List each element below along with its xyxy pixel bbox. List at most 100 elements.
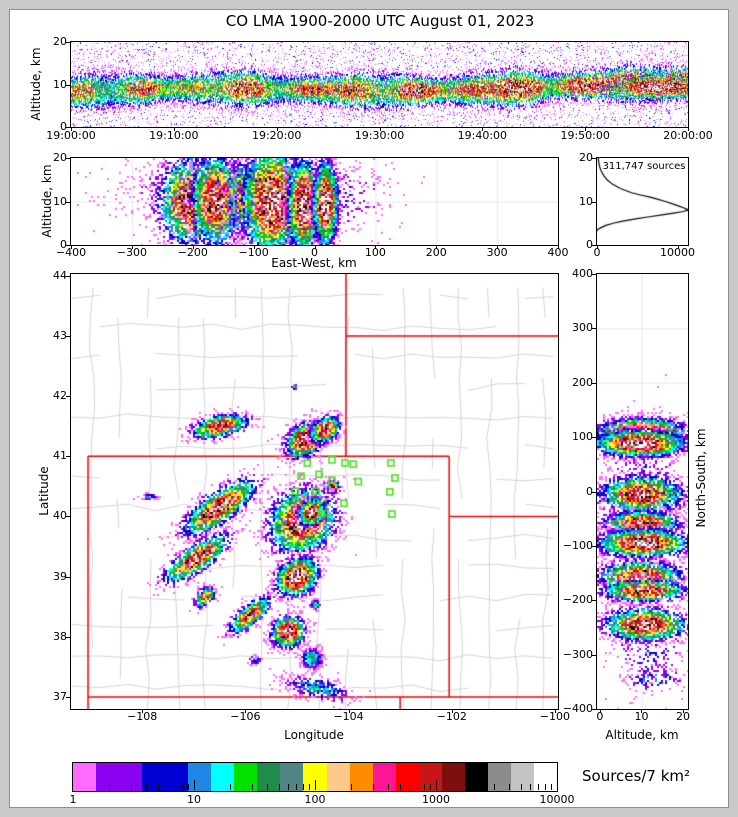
colorbar-minor-tick [417, 784, 419, 790]
tick-mark [66, 576, 70, 578]
tick-mark [558, 245, 559, 249]
north-south-canvas [597, 274, 688, 709]
tick-mark [592, 654, 596, 656]
tick-label: 19:40:00 [457, 129, 508, 142]
tick-label: −300 [562, 647, 593, 661]
tick-mark [71, 127, 72, 131]
source-count-annotation: 311,747 sources [602, 161, 686, 172]
colorbar-minor-tick [351, 784, 353, 790]
tick-mark [592, 709, 596, 710]
tick-label: 19:00:00 [46, 129, 96, 142]
colorbar-segment [96, 763, 143, 791]
tick-mark [592, 328, 596, 330]
tick-label: 10000 [660, 246, 696, 259]
tick-label: 0 [586, 484, 593, 498]
tick-mark [66, 396, 70, 398]
tick-mark [592, 382, 596, 384]
colorbar-minor-tick [372, 784, 374, 790]
east-west-xlabel: East-West, km [271, 256, 357, 270]
tick-mark [66, 84, 70, 86]
tick-mark [348, 709, 350, 713]
tick-mark [592, 600, 596, 602]
colorbar [72, 762, 558, 792]
tick-label: −200 [562, 593, 593, 607]
colorbar-segment [211, 763, 235, 791]
tick-label: 0 [60, 238, 67, 251]
colorbar-minor-tick [430, 784, 432, 790]
tick-mark [592, 437, 596, 439]
colorbar-segment [326, 763, 350, 791]
tick-label: 300 [572, 321, 593, 335]
tick-mark [497, 245, 499, 249]
tick-label: 0 [311, 246, 318, 259]
tick-mark [688, 127, 689, 131]
colorbar-minor-tick [538, 784, 540, 790]
colorbar-minor-tick [303, 784, 305, 790]
tick-label: 200 [425, 246, 447, 259]
tick-label: −200 [177, 246, 208, 259]
colorbar-segment [73, 763, 97, 791]
colorbar-segment [142, 763, 189, 791]
tick-label: −400 [55, 246, 87, 259]
tick-mark [66, 516, 70, 518]
colorbar-major-tick [315, 780, 316, 790]
tick-mark [131, 245, 133, 249]
tick-label: 19:20:00 [251, 129, 302, 142]
tick-mark [451, 709, 453, 713]
tick-label: 0 [60, 120, 67, 133]
colorbar-tick-label: 10 [187, 793, 201, 806]
tick-label: −102 [436, 710, 467, 723]
tick-mark [245, 709, 247, 713]
colorbar-minor-tick [145, 784, 147, 790]
tick-mark [585, 127, 587, 131]
tick-label: 20 [579, 151, 593, 164]
tick-label: −100 [562, 538, 593, 552]
colorbar-minor-tick [551, 784, 553, 790]
tick-mark [142, 709, 144, 713]
map-canvas [71, 274, 558, 709]
tick-mark [592, 201, 596, 203]
tick-mark [677, 245, 679, 249]
tick-mark [66, 245, 70, 246]
colorbar-minor-tick [157, 784, 159, 790]
tick-mark [379, 127, 381, 131]
tick-label: 20 [53, 35, 67, 48]
colorbar-segment [464, 763, 488, 791]
colorbar-label: Sources/7 km² [582, 767, 691, 785]
tick-mark [592, 158, 596, 159]
tick-label: 20 [53, 151, 67, 164]
tick-label: 100 [572, 430, 593, 444]
colorbar-tick-label: 1000 [422, 793, 450, 806]
tick-label: −106 [230, 710, 261, 723]
tick-mark [314, 245, 316, 249]
colorbar-segment [487, 763, 511, 791]
tick-mark [592, 491, 596, 493]
tick-mark [641, 709, 643, 713]
colorbar-segment [533, 763, 557, 791]
colorbar-minor-tick [109, 784, 111, 790]
colorbar-minor-tick [508, 784, 510, 790]
colorbar-segment [234, 763, 258, 791]
north-south-xlabel: Altitude, km [605, 728, 679, 742]
tick-label: −400 [562, 702, 593, 715]
tick-label: 43 [53, 328, 67, 342]
colorbar-minor-tick [175, 784, 177, 790]
colorbar-minor-tick [278, 784, 280, 790]
colorbar-segment [510, 763, 534, 791]
colorbar-minor-tick [424, 784, 426, 790]
tick-label: 400 [572, 267, 593, 280]
colorbar-major-tick [194, 780, 195, 790]
tick-label: 42 [53, 389, 67, 403]
tick-label: 300 [486, 246, 508, 259]
tick-label: 19:30:00 [354, 129, 405, 142]
colorbar-minor-tick [472, 784, 474, 790]
tick-label: 37 [53, 689, 67, 703]
colorbar-minor-tick [182, 784, 184, 790]
tick-mark [436, 245, 438, 249]
tick-mark [66, 201, 70, 203]
colorbar-segment [188, 763, 212, 791]
tick-mark [66, 335, 70, 337]
colorbar-minor-tick [399, 784, 401, 790]
east-west-canvas [71, 158, 558, 245]
